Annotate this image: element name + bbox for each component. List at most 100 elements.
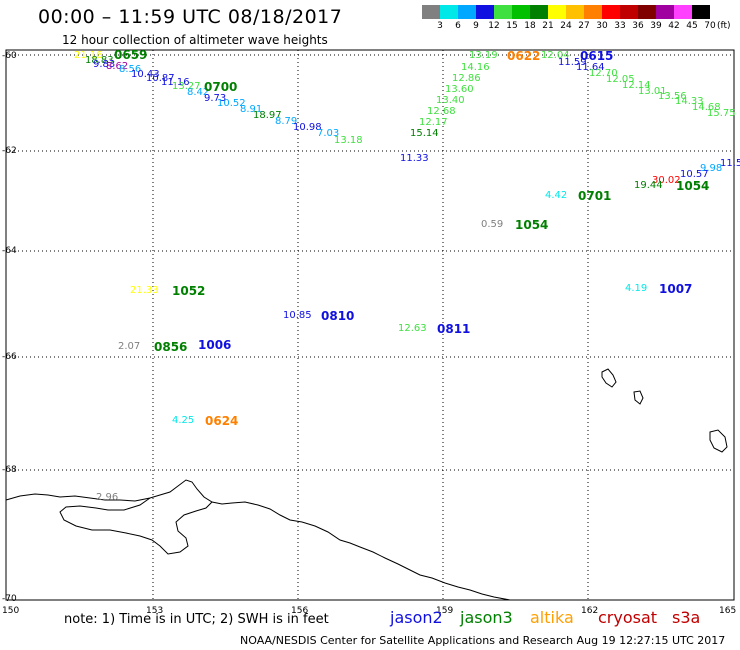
wave-height-label: 4.42 [545, 190, 568, 201]
wave-height-label: 15.14 [410, 128, 439, 139]
map-frame [5, 49, 735, 601]
wave-height-label: 10.87 [146, 73, 175, 84]
colorbar-label: 12 [488, 21, 500, 31]
wave-height-label: 15.75 [707, 108, 736, 119]
wave-height-label: 8.79 [275, 116, 298, 127]
wave-height-label: 12.70 [589, 68, 618, 79]
colorbar-label: 45 [686, 21, 698, 31]
colorbar-swatch [458, 5, 476, 19]
wave-height-label: 19.44 [634, 180, 663, 191]
colorbar-label: 6 [455, 21, 461, 31]
credit-line: NOAA/NESDIS Center for Satellite Applica… [240, 634, 726, 647]
wave-height-label: 18.97 [253, 110, 282, 121]
lon-grid [152, 50, 589, 600]
pass-time-label: 0659 [114, 48, 148, 62]
pass-time-label: 1052 [172, 284, 206, 298]
pass-time-label: 1006 [198, 338, 232, 352]
lat-label: -66 [2, 352, 17, 362]
lon-label: 153 [146, 606, 164, 616]
wave-height-label: 0.59 [481, 219, 504, 230]
pass-time-label: 0624 [205, 414, 239, 428]
colorbar-label: 36 [632, 21, 644, 31]
lon-label: 159 [436, 606, 454, 616]
wave-height-label: 21.16 [74, 50, 103, 61]
wave-height-label: 14.68 [692, 102, 721, 113]
wave-height-label: 8.91 [240, 104, 263, 115]
footnote: note: 1) Time is in UTC; 2) SWH is in fe… [64, 612, 329, 627]
colorbar-label: 42 [668, 21, 680, 31]
colorbar-swatch [656, 5, 674, 19]
legend-jason2: jason2 [390, 608, 443, 627]
wave-height-label: 10.43 [131, 69, 160, 80]
legend-altika: altika [530, 608, 574, 627]
wave-height-label: 13.27 [172, 81, 201, 92]
wave-height-label: 4.19 [625, 283, 648, 294]
colorbar-swatch [566, 5, 584, 19]
colorbar-label: 3 [437, 21, 443, 31]
pass-time-label: 0700 [204, 80, 238, 94]
wave-height-label: 30.02 [652, 175, 681, 186]
wave-height-label: 21.33 [130, 285, 159, 296]
colorbar-label: 39 [650, 21, 662, 31]
wave-height-label: 9.83 [93, 59, 116, 70]
colorbar-swatch [638, 5, 656, 19]
colorbar-swatch [530, 5, 548, 19]
wave-height-label: 10.57 [680, 169, 709, 180]
legend-s3a: s3a [672, 608, 701, 627]
island [633, 390, 644, 405]
pass-time-label: 0701 [578, 189, 612, 203]
colorbar-label: 30 [596, 21, 608, 31]
wave-height-label: 13.60 [445, 84, 474, 95]
page-subtitle: 12 hour collection of altimeter wave hei… [62, 33, 328, 47]
wave-height-label: 11.33 [400, 153, 429, 164]
colorbar-swatch [584, 5, 602, 19]
wave-height-label: 12.86 [452, 73, 481, 84]
wave-height-label: 8.56 [119, 64, 142, 75]
wave-height-label: 18.83 [85, 55, 114, 66]
wave-height-label: 10.98 [293, 122, 322, 133]
lat-label: -70 [2, 594, 17, 604]
colorbar-swatch [692, 5, 710, 19]
wave-height-label: 12.05 [606, 74, 635, 85]
wave-height-label: 13.01 [638, 86, 667, 97]
legend-jason3: jason3 [460, 608, 513, 627]
colorbar-label: 27 [578, 21, 590, 31]
wave-height-label: 11.64 [576, 62, 605, 73]
wave-height-label: 13.18 [334, 135, 363, 146]
lon-label: 162 [581, 606, 599, 616]
wave-height-label: 14.33 [675, 96, 704, 107]
colorbar-label: 15 [506, 21, 518, 31]
wave-height-label: 7.03 [317, 128, 340, 139]
colorbar-swatch [620, 5, 638, 19]
lat-label: -60 [2, 51, 17, 61]
colorbar-label: 70 [704, 21, 716, 31]
wave-height-label: 10.52 [217, 98, 246, 109]
page-title: 00:00 – 11:59 UTC 08/18/2017 [38, 6, 343, 28]
wave-height-label: 4.25 [172, 415, 195, 426]
colorbar-label: 9 [473, 21, 479, 31]
lat-label: -68 [2, 465, 17, 475]
wave-height-label: 2.96 [96, 492, 119, 503]
pass-time-label: 0811 [437, 322, 471, 336]
wave-height-label: 12.04 [541, 50, 570, 61]
pass-time-label: 0810 [321, 309, 355, 323]
coastline-bay [59, 497, 213, 555]
wave-height-label: 2.07 [118, 341, 141, 352]
colorbar-swatch [674, 5, 692, 19]
lat-label: -62 [2, 146, 17, 156]
wave-height-label: 13.40 [436, 95, 465, 106]
wave-height-label: 13.56 [658, 91, 687, 102]
colorbar-swatch [476, 5, 494, 19]
colorbar-label: 18 [524, 21, 536, 31]
colorbar-swatch [548, 5, 566, 19]
pass-time-label: 1007 [659, 282, 693, 296]
lon-label: 150 [2, 606, 20, 616]
wave-height-label: 12.68 [427, 106, 456, 117]
wave-height-label: 8.42 [187, 87, 210, 98]
lon-label: 156 [291, 606, 309, 616]
pass-time-label: 0622 [507, 49, 541, 63]
colorbar-label: 21 [542, 21, 554, 31]
lat-label: -64 [2, 246, 17, 256]
colorbar-swatch [494, 5, 512, 19]
wave-height-label: 9.73 [204, 93, 227, 104]
